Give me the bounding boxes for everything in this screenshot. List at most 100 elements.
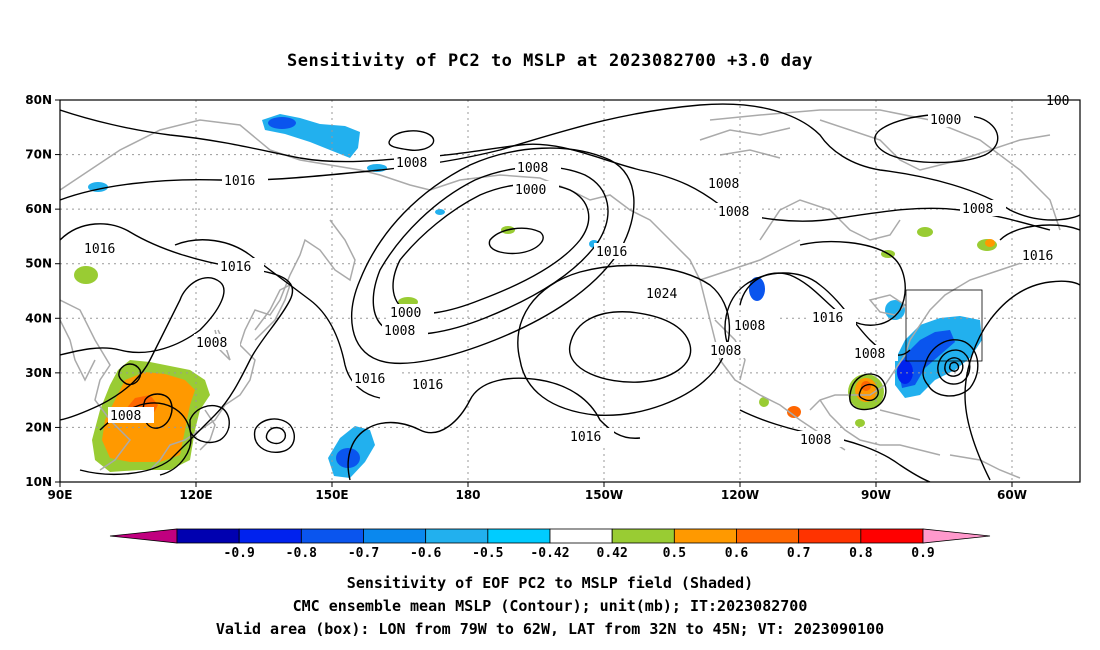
colorbar-label: 0.6 <box>725 546 749 561</box>
positive-area-caribbean <box>855 419 865 427</box>
coast-philippines <box>199 409 216 451</box>
contour-label: 1000 <box>515 183 546 198</box>
isobar-1008-atlantic <box>999 224 1080 241</box>
colorbar-label: -0.5 <box>472 546 503 561</box>
isobar-1000-hurricane <box>937 349 971 385</box>
colorbar: -0.9 -0.8 -0.7 -0.6 -0.5 -0.42 0.42 0.5 0.6 0.7 0.… <box>109 528 991 561</box>
contour-label: 100 <box>1046 94 1069 109</box>
contour-label: 1008 <box>962 202 993 217</box>
coast-china <box>60 299 131 471</box>
contour-label: 1000 <box>930 113 961 128</box>
lat-tick-label: 40N <box>25 311 52 325</box>
lon-tick-label: 90E <box>48 488 73 502</box>
contour-labels: 1008 1016 1016 1016 1008 1008 1008 1000 … <box>82 93 1080 448</box>
colorbar-label: 0.7 <box>787 546 810 561</box>
isobar-1000-wpac2 <box>265 426 287 445</box>
valid-area-box <box>905 289 983 362</box>
positive-core-newfoundland <box>985 239 995 247</box>
isobars <box>60 103 1080 482</box>
negative-core-arctic <box>268 117 296 129</box>
contour-label: 1008 <box>800 433 831 448</box>
contour-label: 1016 <box>354 372 385 387</box>
contour-label: 1016 <box>412 378 443 393</box>
isobar-992-arctic <box>388 130 435 151</box>
caption-line-1: Sensitivity of EOF PC2 to MSLP field (Sh… <box>346 574 754 592</box>
contour-label: 1008 <box>110 409 141 424</box>
isobar-1000-nwpac-low1 <box>392 182 590 315</box>
coast-gulf <box>819 399 941 456</box>
isobar-1008-asia3 <box>174 239 381 399</box>
contour-label: 1016 <box>596 245 627 260</box>
contour-label: 1008 <box>718 205 749 220</box>
colorbar-box <box>611 528 675 544</box>
colorbar-box <box>798 528 862 544</box>
coast-westnam <box>699 239 801 281</box>
isobar-1008-wpac1 <box>189 404 230 444</box>
coast-arctic-islands <box>699 127 791 159</box>
contour-label: 1024 <box>646 287 677 302</box>
isobar-1000-indochina <box>118 363 142 386</box>
colorbar-box <box>425 528 489 544</box>
lat-tick-label: 10N <box>25 475 52 489</box>
contour-label: 1016 <box>224 174 255 189</box>
contour-label: 1008 <box>708 177 739 192</box>
isobar-1016-central <box>739 409 931 482</box>
positive-area-mexico <box>787 406 801 418</box>
lat-tick-label: 50N <box>25 257 52 271</box>
isobar-992-hurricane <box>944 357 964 377</box>
colorbar-box <box>673 528 737 544</box>
lat-tick-label: 80N <box>25 93 52 107</box>
negative-area-greatlakes <box>885 300 905 320</box>
chart-title: Sensitivity of PC2 to MSLP at 2023082700… <box>286 51 813 71</box>
contour-label: 1008 <box>384 324 415 339</box>
lat-tick-label: 60N <box>25 202 52 216</box>
positive-area-india <box>74 266 98 284</box>
positive-peak-gulf <box>861 381 871 391</box>
colorbar-end-low <box>109 528 178 544</box>
colorbar-label: 0.42 <box>597 546 628 561</box>
lon-tick-label: 120E <box>179 488 212 502</box>
colorbar-box <box>176 528 240 544</box>
contour-label: 1008 <box>710 344 741 359</box>
colorbar-box <box>487 528 551 544</box>
colorbar-label: -0.6 <box>410 546 441 561</box>
lon-tick-label: 180 <box>455 488 480 502</box>
colorbar-label: -0.7 <box>348 546 379 561</box>
colorbar-box <box>736 528 800 544</box>
isobar-1008-wpac2 <box>253 418 296 453</box>
lat-tick-label: 20N <box>25 420 52 434</box>
coast-asia-east <box>60 119 431 191</box>
lat-tick-label: 30N <box>25 366 52 380</box>
map-axes: 10N 20N 30N 40N 50N 60N 70N 80N 90E 120E 150E 180 15… <box>25 93 1027 502</box>
lon-tick-label: 150W <box>585 488 623 502</box>
coast-japan <box>254 283 292 341</box>
colorbar-label: 0.8 <box>849 546 873 561</box>
contour-label: 1008 <box>196 336 227 351</box>
isobar-1016-atlantic <box>964 280 1080 481</box>
caption-line-3: Valid area (box): LON from 79W to 62W, L… <box>215 620 885 638</box>
isobar-1024-high <box>569 311 692 383</box>
negative-area-siberia <box>88 182 108 192</box>
isobar-1008-hurricane <box>922 339 979 397</box>
isobar-984-hurricane <box>948 361 960 372</box>
coast-cuba <box>879 409 921 421</box>
colorbar-label: 0.9 <box>911 546 934 561</box>
positive-area-mexico2 <box>759 397 769 407</box>
colorbar-label: -0.8 <box>286 546 317 561</box>
colorbar-box <box>238 528 302 544</box>
lat-tick-label: 70N <box>25 148 52 162</box>
lon-tick-label: 90W <box>861 488 891 502</box>
positive-area-canada1 <box>917 227 933 237</box>
caption-line-2: CMC ensemble mean MSLP (Contour); unit(m… <box>292 597 808 615</box>
grid-lines <box>60 100 1080 482</box>
contour-label: 1008 <box>517 161 548 176</box>
isobar-1016-pacific <box>347 377 641 481</box>
colorbar-label: 0.5 <box>663 546 686 561</box>
coast-useast <box>809 259 1031 411</box>
isobar-1000-gulf <box>858 383 879 402</box>
contour-label: 1016 <box>1022 249 1053 264</box>
colorbar-label: -0.9 <box>224 546 255 561</box>
negative-area-alaska <box>435 209 445 215</box>
coast-india <box>60 319 96 382</box>
